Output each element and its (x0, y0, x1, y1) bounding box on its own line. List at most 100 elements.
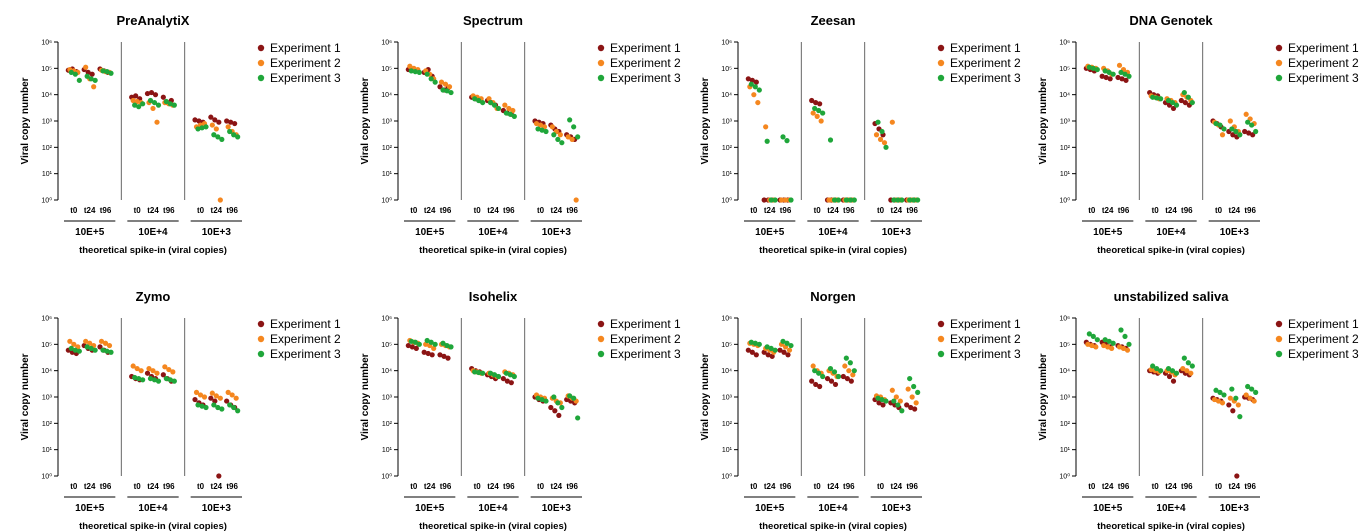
data-point (835, 197, 842, 203)
data-point (1107, 76, 1113, 82)
data-point (215, 404, 221, 411)
data-point (842, 363, 848, 369)
data-point (915, 197, 921, 203)
data-point (1182, 99, 1188, 106)
data-point (1217, 122, 1223, 128)
x-tick-label: t24 (1229, 206, 1241, 215)
data-point (160, 372, 166, 378)
y-axis-label: Viral copy number (700, 77, 711, 164)
data-point (424, 337, 430, 344)
data-point (511, 373, 517, 380)
data-point (1181, 89, 1187, 96)
panel-title: Zeesan (811, 13, 856, 28)
x-tick-label: t24 (551, 482, 563, 491)
legend-marker (937, 59, 945, 67)
y-tick-label: 10⁶ (41, 316, 52, 323)
group-label: 10E+3 (542, 227, 572, 238)
data-point (549, 124, 555, 130)
data-point (215, 134, 221, 140)
data-point (432, 79, 438, 85)
data-point (889, 387, 895, 393)
x-tick-label: t0 (537, 206, 545, 215)
data-point (764, 344, 770, 350)
data-point (1253, 128, 1259, 135)
legend-label: Experiment 2 (610, 332, 681, 346)
x-tick-label: t24 (891, 206, 903, 215)
data-point (1086, 64, 1092, 70)
data-point (820, 110, 826, 116)
data-point (1120, 345, 1127, 352)
data-point (812, 368, 818, 374)
legend-marker (937, 335, 945, 343)
data-point (138, 368, 144, 374)
data-point (233, 395, 239, 401)
data-point (209, 390, 215, 396)
data-point (1189, 99, 1195, 106)
data-point (752, 340, 758, 346)
panel-dna-genotek: DNA Genotek 10⁰ 10¹ 10² 10³ 10⁴ 10⁵ 10⁶ Viral co… (1038, 13, 1359, 256)
data-point (227, 402, 233, 408)
data-point (432, 341, 438, 347)
data-point (228, 119, 234, 125)
data-point (915, 389, 921, 395)
data-point (826, 197, 832, 203)
data-point (816, 107, 822, 114)
data-point (148, 89, 155, 96)
y-tick-label: 10⁶ (381, 316, 392, 323)
y-tick-label: 10⁴ (41, 368, 52, 375)
data-point (83, 338, 89, 344)
y-tick-label: 10⁶ (381, 40, 392, 47)
data-point (1234, 473, 1240, 479)
data-point (1115, 74, 1121, 81)
panel-preanalytix: PreAnalytiX 10⁰ 10¹ 10² 10³ 10⁴ 10⁵ 10⁶ Viral co… (20, 13, 341, 256)
data-point (155, 102, 162, 108)
data-point (883, 398, 889, 404)
data-point (1123, 77, 1129, 83)
x-tick-label: t96 (566, 206, 578, 215)
data-point (889, 119, 895, 125)
data-point (533, 120, 540, 127)
data-point (1245, 119, 1251, 125)
y-axis-label: Viral copy number (360, 77, 371, 164)
data-point (84, 344, 90, 350)
y-tick-label: 10⁴ (381, 92, 392, 99)
panel-zeesan: Zeesan 10⁰ 10¹ 10² 10³ 10⁴ 10⁵ 10⁶ Viral copy nu… (700, 13, 1021, 256)
group-label: 10E+5 (75, 503, 105, 514)
x-tick-label: t96 (163, 482, 175, 491)
data-point (130, 363, 136, 369)
data-point (810, 110, 816, 116)
data-point (1158, 96, 1164, 102)
panel-title: Isohelix (469, 289, 518, 304)
data-point (437, 352, 443, 358)
group-label: 10E+4 (1156, 227, 1186, 238)
x-tick-label: t0 (410, 482, 418, 491)
x-tick-label: t96 (100, 482, 112, 491)
data-point (1154, 365, 1160, 372)
data-point (217, 197, 223, 203)
data-point (1245, 383, 1251, 390)
data-point (847, 360, 853, 366)
data-point (147, 375, 154, 382)
data-point (108, 70, 114, 76)
data-point (817, 383, 823, 390)
data-point (907, 197, 913, 203)
data-point (1094, 66, 1100, 73)
legend-marker (257, 320, 265, 328)
data-point (192, 396, 198, 403)
x-tick-label: t96 (780, 482, 792, 491)
y-tick-label: 10⁰ (1059, 473, 1070, 481)
x-tick-label: t24 (1229, 482, 1241, 491)
x-tick-label: t0 (70, 482, 78, 491)
x-tick-label: t96 (566, 482, 578, 491)
legend-marker (1275, 74, 1283, 82)
y-tick-label: 10⁵ (1059, 342, 1070, 349)
data-point (847, 197, 853, 203)
data-point (76, 77, 82, 83)
data-point (911, 197, 917, 203)
y-axis-label: Viral copy number (1038, 77, 1049, 164)
y-tick-label: 10¹ (382, 171, 393, 178)
data-point (1099, 73, 1105, 79)
data-point (1089, 342, 1095, 349)
data-point (480, 370, 486, 376)
data-point (1249, 122, 1255, 128)
